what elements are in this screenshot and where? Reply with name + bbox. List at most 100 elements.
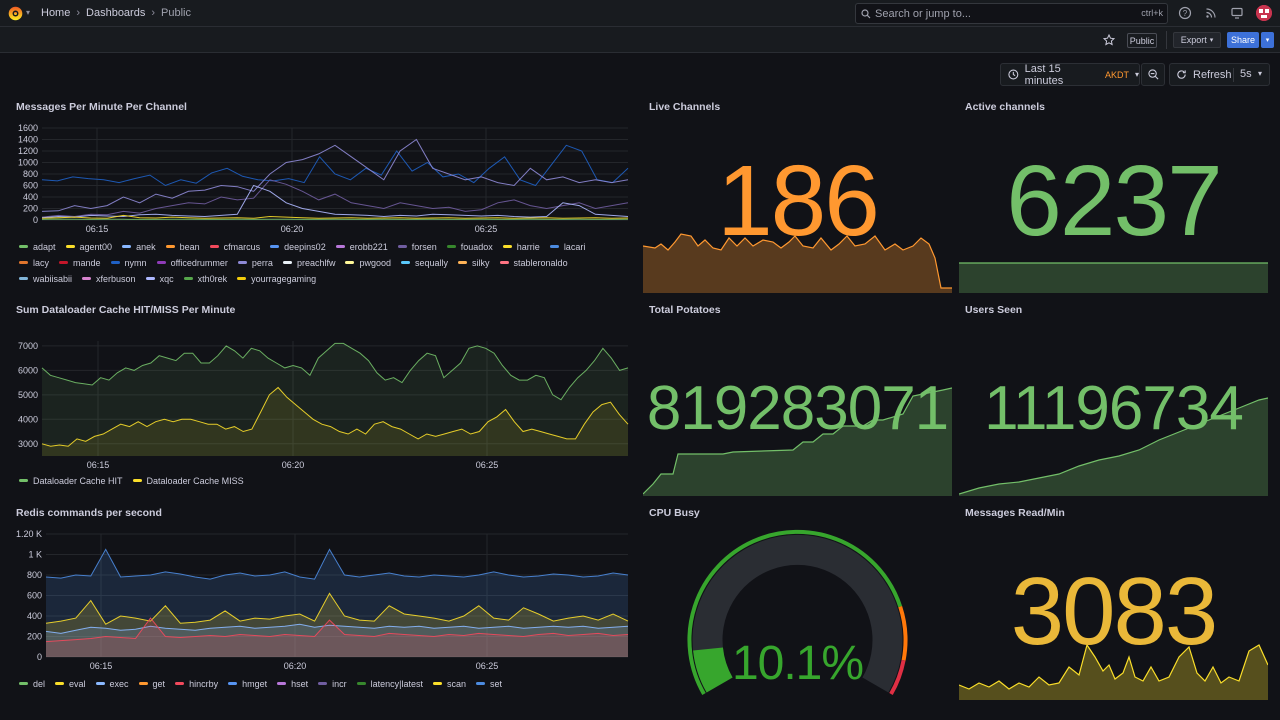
legend-item[interactable]: pwgood xyxy=(345,257,391,268)
redis-chart[interactable]: 0 200 400 600 800 1 K 1.20 K 06:15 06:20 06:25 xyxy=(10,524,635,674)
chevron-right-icon: › xyxy=(151,7,156,19)
search-input[interactable]: Search or jump to... ctrl+k xyxy=(855,3,1168,24)
time-range-picker[interactable]: Last 15 minutes AKDT ▾ xyxy=(1000,63,1140,87)
legend-item[interactable]: officedrummer xyxy=(156,257,228,268)
legend-item[interactable]: erobb221 xyxy=(335,241,388,252)
legend-label: xth0rek xyxy=(197,273,228,284)
legend-item[interactable]: deepins02 xyxy=(270,241,326,252)
legend-item[interactable]: sequally xyxy=(401,257,448,268)
legend-swatch xyxy=(237,277,247,280)
legend-swatch xyxy=(122,245,132,248)
y-tick-label: 400 xyxy=(27,611,42,621)
legend-item[interactable]: hmget xyxy=(228,678,267,689)
legend-swatch xyxy=(476,682,486,685)
legend-item[interactable]: forsen xyxy=(397,241,437,252)
rss-icon[interactable] xyxy=(1204,6,1218,20)
legend-item[interactable]: perra xyxy=(237,257,273,268)
panel-dataloader-cache: Sum Dataloader Cache HIT/MISS Per Minute… xyxy=(10,299,635,492)
legend-label: del xyxy=(33,678,46,689)
legend-item[interactable]: stableronaldo xyxy=(499,257,568,268)
legend-item[interactable]: xqc xyxy=(145,273,174,284)
legend-item[interactable]: cfmarcus xyxy=(209,241,260,252)
legend-item[interactable]: Dataloader Cache HIT xyxy=(19,475,123,486)
legend-item[interactable]: preachlfw xyxy=(282,257,336,268)
clock-icon xyxy=(1008,69,1019,80)
legend-item[interactable]: mande xyxy=(59,257,101,268)
legend-swatch xyxy=(458,261,468,264)
chevron-down-icon[interactable]: ▾ xyxy=(26,8,31,17)
legend-label: incr xyxy=(332,678,347,689)
panel-title: Total Potatoes xyxy=(649,304,721,316)
legend-item[interactable]: lacy xyxy=(19,257,49,268)
export-button[interactable]: Export ▾ xyxy=(1173,32,1221,48)
legend-item[interactable]: adapt xyxy=(19,241,56,252)
legend-item[interactable]: silky xyxy=(458,257,490,268)
legend-swatch xyxy=(228,682,238,685)
legend-swatch xyxy=(446,245,456,248)
legend-item[interactable]: get xyxy=(138,678,165,689)
star-icon[interactable] xyxy=(1103,34,1115,46)
legend-label: yourragegaming xyxy=(251,273,317,284)
breadcrumb: Home › Dashboards › Public xyxy=(41,7,191,19)
avatar[interactable] xyxy=(1256,5,1272,21)
legend-item[interactable]: eval xyxy=(55,678,86,689)
legend-item[interactable]: hset xyxy=(277,678,308,689)
panel-users-seen: Users Seen 11196734 xyxy=(959,299,1268,496)
help-icon[interactable]: ? xyxy=(1178,6,1192,20)
legend-item[interactable]: Dataloader Cache MISS xyxy=(132,475,244,486)
legend-label: erobb221 xyxy=(349,241,388,252)
refresh-label: Refresh xyxy=(1193,68,1232,81)
legend-item[interactable]: xth0rek xyxy=(183,273,228,284)
breadcrumb-dashboards[interactable]: Dashboards xyxy=(86,7,146,19)
panel-title: CPU Busy xyxy=(649,507,700,519)
legend-item[interactable]: latency|latest xyxy=(356,678,423,689)
chart-legend: adapt agent00 anek bean cfmarcus deepins02 ero… xyxy=(19,241,619,284)
legend-label: officedrummer xyxy=(170,257,228,268)
legend-item[interactable]: wabiisabii xyxy=(19,273,72,284)
legend-item[interactable]: fouadox xyxy=(446,241,493,252)
legend-label: hset xyxy=(291,678,309,689)
y-tick-label: 4000 xyxy=(18,414,38,424)
grafana-logo-icon[interactable] xyxy=(7,5,24,22)
legend-item[interactable]: set xyxy=(476,678,502,689)
zoom-out-button[interactable] xyxy=(1141,63,1165,86)
legend-item[interactable]: harrie xyxy=(502,241,540,252)
share-menu-chevron-icon[interactable]: ▾ xyxy=(1261,32,1274,48)
legend-item[interactable]: anek xyxy=(122,241,156,252)
series-line-dataloader-cache-hit xyxy=(41,342,629,401)
y-tick-label: 800 xyxy=(27,570,42,580)
legend-item[interactable]: incr xyxy=(318,678,347,689)
legend-item[interactable]: del xyxy=(19,678,45,689)
dataloader-chart[interactable]: 3000 4000 5000 6000 7000 06:15 06:20 06:25 xyxy=(10,331,635,473)
y-tick-label: 1 K xyxy=(28,550,42,560)
legend-item[interactable]: yourragegaming xyxy=(237,273,316,284)
share-button[interactable]: Share xyxy=(1227,32,1259,48)
y-tick-label: 400 xyxy=(23,192,38,202)
legend-label: nymn xyxy=(124,257,147,268)
legend-label: preachlfw xyxy=(296,257,336,268)
legend-swatch xyxy=(59,261,69,264)
monitor-icon[interactable] xyxy=(1230,6,1244,20)
legend-label: silky xyxy=(472,257,490,268)
legend-item[interactable]: nymn xyxy=(110,257,147,268)
legend-item[interactable]: lacari xyxy=(549,241,585,252)
chevron-down-icon: ▾ xyxy=(1258,69,1263,78)
legend-label: hincrby xyxy=(189,678,219,689)
x-tick-label: 06:20 xyxy=(284,661,307,671)
legend-item[interactable]: agent00 xyxy=(65,241,112,252)
series-line-dataloader-cache-miss xyxy=(41,386,629,447)
legend-item[interactable]: xferbuson xyxy=(82,273,136,284)
legend-item[interactable]: hincrby xyxy=(175,678,218,689)
legend-swatch xyxy=(318,682,328,685)
refresh-picker[interactable]: Refresh 5s ▾ xyxy=(1169,63,1270,86)
legend-item[interactable]: bean xyxy=(165,241,200,252)
legend-label: hmget xyxy=(242,678,268,689)
legend-swatch xyxy=(19,245,28,248)
legend-item[interactable]: scan xyxy=(433,678,466,689)
legend-item[interactable]: exec xyxy=(95,678,129,689)
divider xyxy=(1166,31,1167,49)
panel-title: Sum Dataloader Cache HIT/MISS Per Minute xyxy=(16,304,236,316)
breadcrumb-home[interactable]: Home xyxy=(41,7,71,19)
legend-swatch xyxy=(270,245,280,248)
